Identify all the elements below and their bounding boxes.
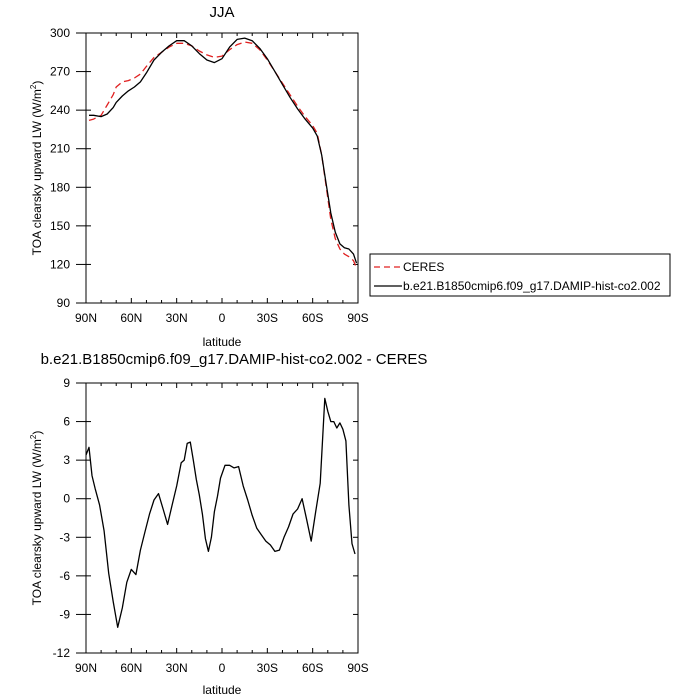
top-x-tick-label: 60N xyxy=(120,311,142,325)
bottom-y-tick-label: -12 xyxy=(53,646,71,660)
top-x-tick-label: 90N xyxy=(75,311,97,325)
bottom-plot-frame xyxy=(85,382,359,654)
top-x-tick-label: 90S xyxy=(347,311,368,325)
top-series-layer xyxy=(88,37,358,269)
top-x-tick-label: 60S xyxy=(302,311,323,325)
bottom-chart-title: b.e21.B1850cmip6.f09_g17.DAMIP-hist-co2.… xyxy=(41,351,428,368)
top-y-tick-label: 300 xyxy=(50,26,70,40)
bottom-series-layer xyxy=(85,397,356,628)
bottom-x-tick-label: 90S xyxy=(347,661,368,675)
top-x-tick-label: 30S xyxy=(257,311,278,325)
top-series-line-1 xyxy=(89,37,358,264)
bottom-y-tick-label: 9 xyxy=(63,376,70,390)
legend: CERES b.e21.B1850cmip6.f09_g17.DAMIP-his… xyxy=(369,253,671,297)
bottom-y-tick-label: 0 xyxy=(63,492,70,506)
bottom-x-tick-label: 0 xyxy=(219,661,226,675)
bottom-x-tick-label: 90N xyxy=(75,661,97,675)
top-y-tick-label: 210 xyxy=(50,142,70,156)
top-y-tick-label: 240 xyxy=(50,103,70,117)
bottom-y-tick-label: -3 xyxy=(59,530,70,544)
bottom-y-tick-label: 3 xyxy=(63,453,70,467)
top-y-tick-label: 270 xyxy=(50,65,70,79)
top-x-tick-label: 0 xyxy=(219,311,226,325)
bottom-y-tick-label: 6 xyxy=(63,415,70,429)
bottom-x-axis-label: latitude xyxy=(203,683,242,697)
bottom-x-tick-label: 60S xyxy=(302,661,323,675)
legend-label-ceres: CERES xyxy=(403,260,444,274)
top-y-tick-label: 180 xyxy=(50,180,70,194)
bottom-x-tick-label: 30N xyxy=(166,661,188,675)
bottom-panel: b.e21.B1850cmip6.f09_g17.DAMIP-hist-co2.… xyxy=(29,351,427,697)
top-series-line-0 xyxy=(88,41,358,269)
top-x-axis-label: latitude xyxy=(203,335,242,349)
legend-label-model: b.e21.B1850cmip6.f09_g17.DAMIP-hist-co2.… xyxy=(403,279,661,293)
bottom-ticks: 90N 60N 30N 0 30S 60S 90S -12 -9 -6 -3 0 3 6 9 xyxy=(53,376,369,675)
top-x-tick-label: 30N xyxy=(166,311,188,325)
bottom-y-tick-label: -9 xyxy=(59,607,70,621)
top-ticks: 90N 60N 30N 0 30S 60S 90S 90 120 150 180 210 240 270 3… xyxy=(50,26,369,325)
top-y-tick-label: 150 xyxy=(50,219,70,233)
top-y-tick-label: 90 xyxy=(57,296,71,310)
bottom-x-tick-label: 60N xyxy=(120,661,142,675)
bottom-y-tick-label: -6 xyxy=(59,569,70,583)
top-y-axis-label: TOA clearsky upward LW (W/m2) xyxy=(29,81,44,256)
top-plot-frame xyxy=(85,32,359,304)
bottom-y-axis-label: TOA clearsky upward LW (W/m2) xyxy=(29,431,44,606)
bottom-x-tick-label: 30S xyxy=(257,661,278,675)
bottom-series-line-0 xyxy=(85,397,356,628)
legend-box xyxy=(369,253,671,297)
top-chart-title: JJA xyxy=(209,4,234,21)
top-y-tick-label: 120 xyxy=(50,257,70,271)
top-panel: JJA 90N 60N 30N 0 30S 60S 90S 90 120 150 180 210 240… xyxy=(29,4,369,349)
